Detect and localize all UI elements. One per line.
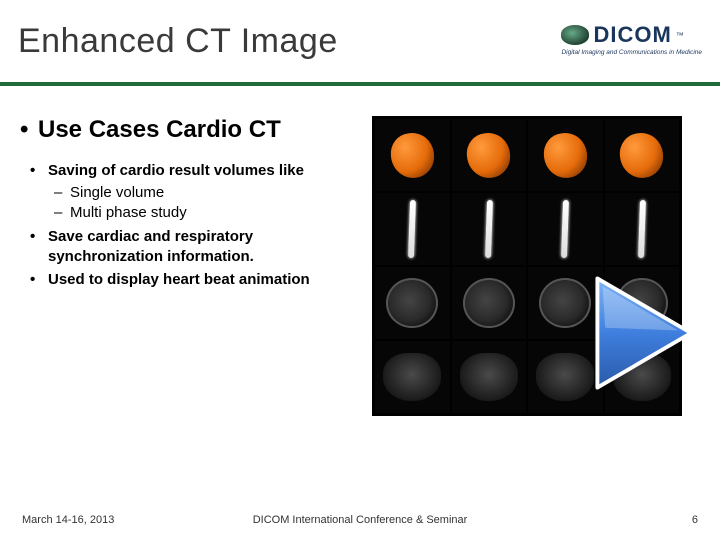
sub-list-item: Single volume xyxy=(48,183,360,203)
page-number: 6 xyxy=(692,514,698,526)
list-item: Used to display heart beat animation xyxy=(28,270,360,290)
ct-cell xyxy=(452,193,527,265)
text-column: Use Cases Cardio CT Saving of cardio res… xyxy=(20,116,360,416)
section-title: Use Cases Cardio CT xyxy=(38,116,360,145)
ct-cell xyxy=(605,119,680,191)
slide-header: Enhanced CT Image DICOM ™ Digital Imagin… xyxy=(0,0,720,86)
ct-cell xyxy=(452,267,527,339)
logo-tm: ™ xyxy=(676,31,684,40)
play-icon xyxy=(574,268,704,398)
globe-icon xyxy=(561,25,589,45)
ct-cell xyxy=(375,341,450,413)
ct-cell xyxy=(605,193,680,265)
dicom-logo: DICOM ™ Digital Imaging and Communicatio… xyxy=(561,22,702,56)
ct-cell xyxy=(375,267,450,339)
logo-subtitle: Digital Imaging and Communications in Me… xyxy=(561,49,702,56)
logo-text: DICOM xyxy=(593,22,671,48)
list-item: Save cardiac and respiratory synchroniza… xyxy=(28,227,360,268)
list-item: Saving of cardio result volumes like Sin… xyxy=(28,161,360,224)
bullet-list: Saving of cardio result volumes like Sin… xyxy=(28,161,360,291)
slide-footer: March 14-16, 2013 DICOM International Co… xyxy=(0,514,720,526)
ct-cell xyxy=(375,119,450,191)
slide-content: Use Cases Cardio CT Saving of cardio res… xyxy=(0,86,720,416)
slide-title: Enhanced CT Image xyxy=(18,22,338,61)
ct-cell xyxy=(452,119,527,191)
ct-cell xyxy=(528,193,603,265)
image-column xyxy=(372,116,700,416)
ct-cell xyxy=(375,193,450,265)
play-button[interactable] xyxy=(574,268,704,398)
footer-date: March 14-16, 2013 xyxy=(22,514,114,526)
ct-cell xyxy=(528,119,603,191)
footer-conference: DICOM International Conference & Seminar xyxy=(253,514,468,526)
ct-cell xyxy=(452,341,527,413)
sub-list-item: Multi phase study xyxy=(48,203,360,223)
